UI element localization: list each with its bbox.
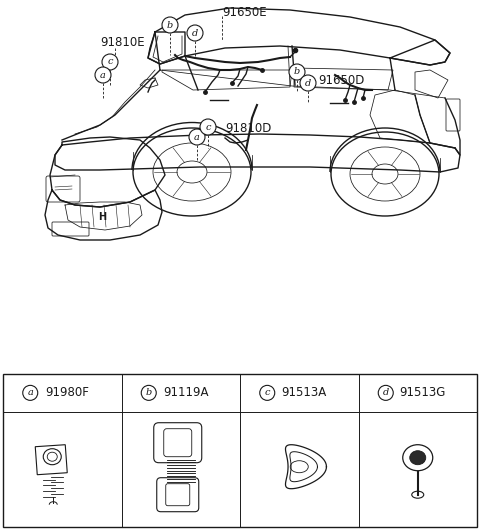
Text: 91810D: 91810D [225,121,271,135]
Text: c: c [205,122,211,131]
Text: a: a [100,70,106,80]
Text: H: H [98,212,106,222]
Text: c: c [107,57,113,66]
Text: d: d [305,78,311,87]
Text: 91513A: 91513A [282,386,327,400]
Circle shape [23,385,38,400]
Text: 91650E: 91650E [222,5,266,19]
Text: b: b [145,388,152,398]
Circle shape [141,385,156,400]
Text: 91513G: 91513G [399,386,446,400]
Text: b: b [294,67,300,76]
Text: d: d [192,29,198,38]
Text: 91119A: 91119A [163,386,208,400]
Circle shape [189,129,205,145]
Circle shape [200,119,216,135]
Circle shape [102,54,118,70]
Bar [3,374,477,527]
Circle shape [378,385,393,400]
Circle shape [162,17,178,33]
Text: 91810E: 91810E [100,36,144,49]
Circle shape [95,67,111,83]
Ellipse shape [410,450,426,465]
Text: a: a [194,132,200,142]
Text: a: a [27,388,33,398]
Text: d: d [383,388,389,398]
Text: c: c [264,388,270,398]
Circle shape [289,64,305,80]
Circle shape [260,385,275,400]
Circle shape [300,75,316,91]
Circle shape [187,25,203,41]
Text: b: b [167,21,173,30]
Text: 91650D: 91650D [318,74,364,86]
Text: 91980F: 91980F [45,386,89,400]
